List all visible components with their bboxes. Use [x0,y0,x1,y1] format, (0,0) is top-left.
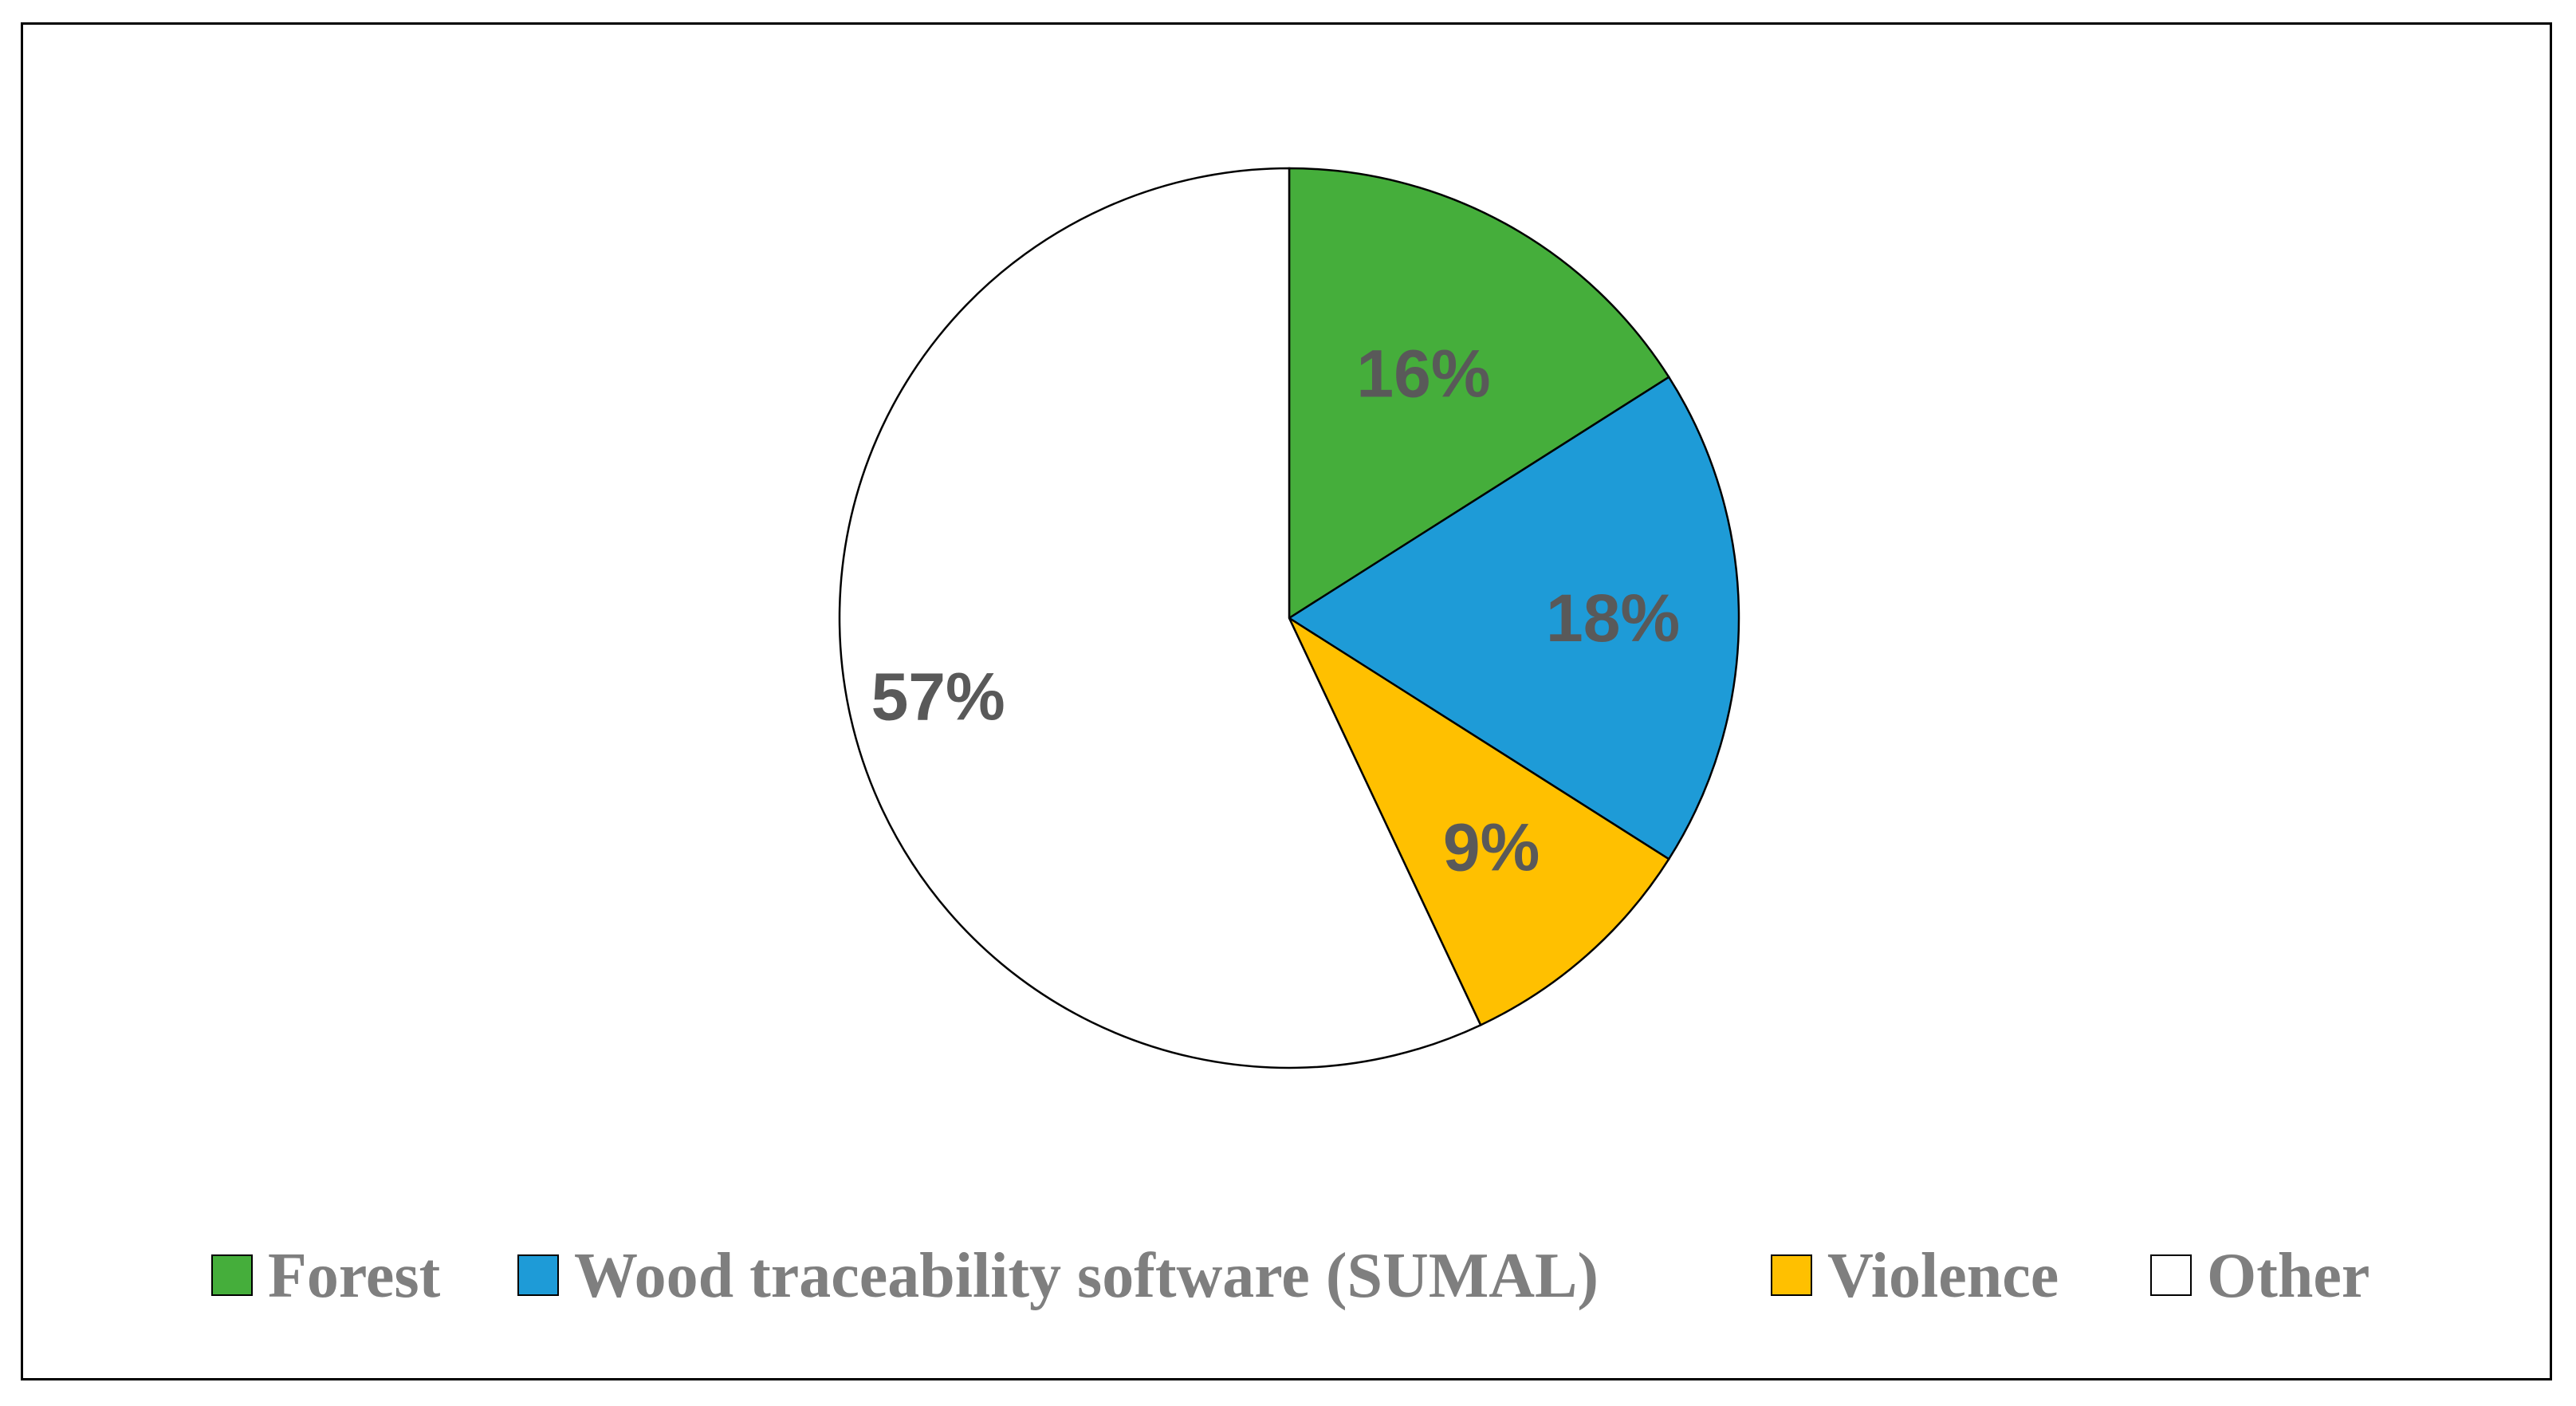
legend-swatch [2150,1254,2192,1296]
legend-swatch [517,1254,559,1296]
legend-label: Violence [1827,1241,2059,1311]
legend-label: Forest [268,1241,441,1311]
legend-label: Other [2207,1241,2370,1311]
slice-data-label: 9% [1443,810,1540,885]
legend-swatch [1771,1254,1812,1296]
pie-slice-other [838,167,1482,1069]
slice-data-label: 18% [1546,581,1680,656]
pie-slice-wood-traceability-software-sumal [1287,376,1740,861]
slice-data-label: 16% [1356,337,1490,412]
pie-slice-violence [1287,615,1670,1026]
legend-swatch [211,1254,253,1296]
legend-label: Wood traceability software (SUMAL) [574,1241,1599,1311]
pie-slice-forest [1288,167,1670,620]
slice-data-label: 57% [871,659,1005,734]
